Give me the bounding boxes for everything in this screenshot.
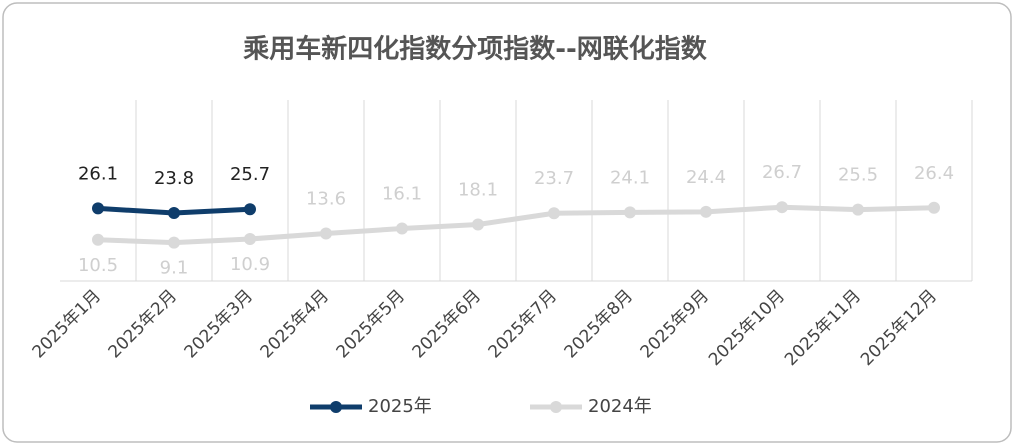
data-label: 24.4 [686,167,726,188]
data-label: 9.1 [160,258,189,279]
series-line [97,204,935,246]
data-label: 26.1 [78,163,118,184]
data-point [852,203,864,216]
legend-label: 2025年 [368,396,432,417]
data-label: 24.1 [610,167,650,188]
legend-label: 2024年 [588,396,652,417]
data-label: 10.5 [78,255,118,276]
data-point [168,207,180,220]
data-label: 10.9 [230,254,270,275]
chart-title: 乘用车新四化指数分项指数--网联化指数 [242,34,708,65]
data-label: 18.1 [458,179,498,200]
data-point [92,233,104,246]
legend-marker [330,401,342,413]
data-point [396,222,408,235]
data-point [928,201,940,214]
data-label: 16.1 [382,184,422,205]
legend-marker [550,401,562,413]
data-point [700,205,712,218]
data-label: 23.8 [154,168,194,189]
data-label: 26.4 [914,163,954,184]
data-point [624,206,636,219]
data-label: 25.7 [230,164,270,185]
data-point [168,236,180,249]
data-point [776,201,788,214]
data-point [244,203,256,216]
data-label: 25.5 [838,165,878,186]
data-point [92,202,104,215]
data-point [548,207,560,220]
data-point [244,232,256,245]
data-point [320,227,332,240]
data-point [472,218,484,231]
data-label: 23.7 [534,168,574,189]
data-label: 13.6 [306,189,346,210]
data-label: 26.7 [762,162,802,183]
